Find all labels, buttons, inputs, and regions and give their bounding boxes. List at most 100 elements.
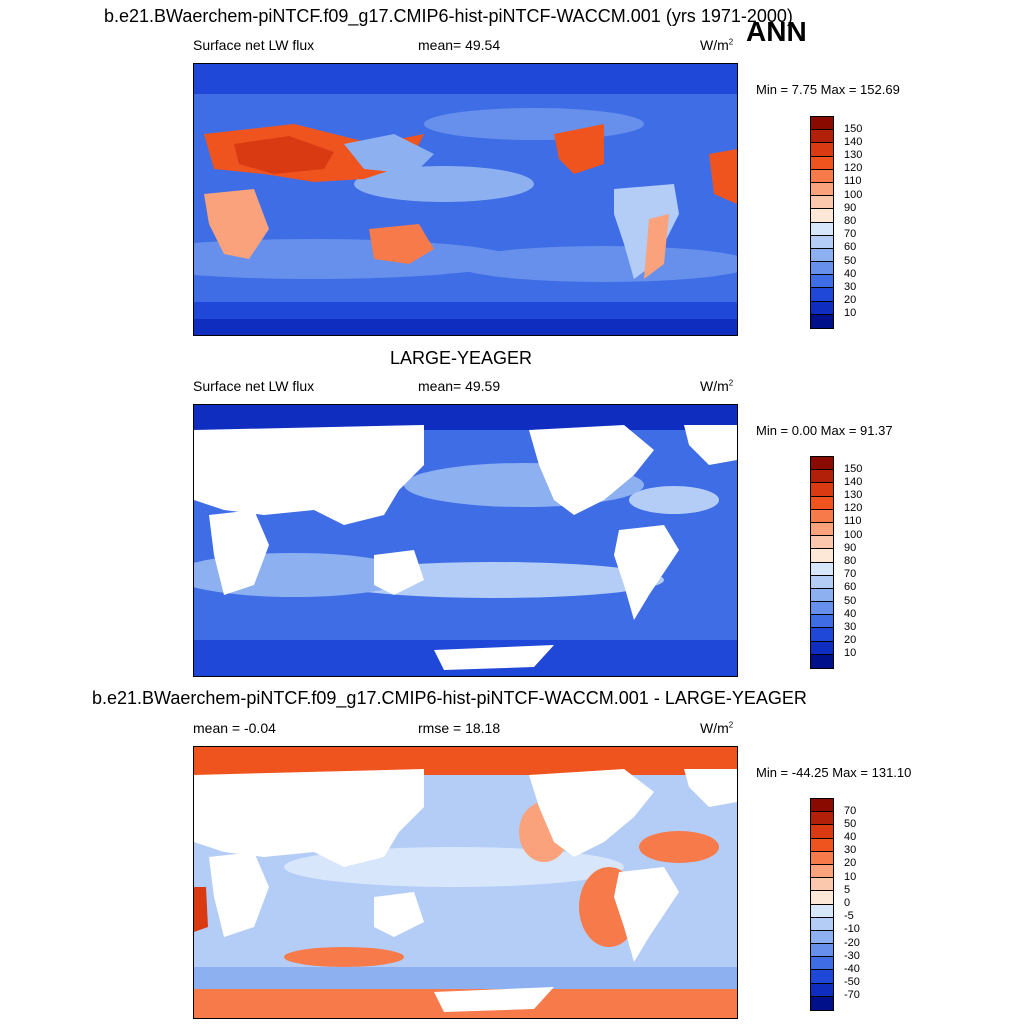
colorbar-tick-label: -70 [844,989,860,1002]
colorbar-tick-label: 120 [844,162,863,175]
colorbar-tick-label: 40 [844,831,857,844]
colorbar-swatch [811,275,833,289]
panel1-title: b.e21.BWaerchem-piNTCF.f09_g17.CMIP6-his… [104,6,793,26]
colorbar-tick-label: 70 [844,568,857,581]
colorbar-tick-label: 20 [844,294,857,307]
colorbar-swatch [811,470,833,484]
colorbar-swatch [811,878,833,892]
colorbar-swatch [811,156,833,170]
colorbar-tick-label: 130 [844,149,863,162]
colorbar-swatch [811,483,833,497]
colorbar-swatch [811,130,833,144]
colorbar-tick-label: 10 [844,647,857,660]
colorbar-tick-label: 50 [844,594,857,607]
colorbar-swatch [811,654,833,668]
colorbar-tick-label: 140 [844,475,863,488]
colorbar-swatch [811,983,833,997]
colorbar-tick-label: 30 [844,620,857,633]
colorbar-tick-label: 150 [844,462,863,475]
colorbar-swatch [811,143,833,157]
colorbar-swatch [811,196,833,210]
colorbar-tick-label: 70 [844,228,857,241]
colorbar-tick-label: 90 [844,541,857,554]
colorbar-tick-label: 10 [844,870,857,883]
colorbar-swatch [811,641,833,655]
panel1-units-label: W/m2 [700,37,734,53]
colorbar-swatch [811,588,833,603]
colorbar-swatch [811,891,833,905]
colorbar-swatch [811,522,833,537]
colorbar-tick-label: 110 [844,515,862,528]
panel3-colorbar [810,798,834,1011]
panel2-mean-label: mean= 49.59 [418,378,501,394]
panel2-title: LARGE-YEAGER [390,348,533,368]
colorbar-swatch [811,799,833,813]
colorbar-tick-label: 100 [844,528,863,541]
colorbar-swatch [811,812,833,826]
colorbar-swatch [811,209,833,223]
colorbar-swatch [811,864,833,879]
colorbar-tick-label: 150 [844,122,863,135]
colorbar-tick-label: 60 [844,241,857,254]
colorbar-swatch [811,904,833,918]
colorbar-tick-label: 5 [844,883,851,896]
colorbar-swatch [811,851,833,865]
colorbar-swatch [811,314,833,328]
panel2-variable-label: Surface net LW flux [193,378,315,394]
colorbar-tick-label: 110 [844,175,862,188]
colorbar-tick-label: 100 [844,188,863,201]
colorbar-swatch [811,615,833,629]
colorbar-tick-label: 120 [844,502,863,515]
panel1-minmax: Min = 7.75 Max = 152.69 [756,82,900,97]
colorbar-swatch [811,182,833,197]
colorbar-tick-label: 30 [844,844,857,857]
colorbar-swatch [811,628,833,642]
colorbar-tick-label: 50 [844,254,857,267]
colorbar-swatch [811,169,833,183]
colorbar-swatch [811,825,833,839]
panel3-minmax: Min = -44.25 Max = 131.10 [756,765,912,780]
panel3-map [193,746,738,1019]
colorbar-swatch [811,602,833,616]
panel1-mean-label: mean= 49.54 [418,37,501,53]
colorbar-swatch [811,838,833,852]
colorbar-swatch [811,549,833,563]
colorbar-tick-label: -5 [844,910,854,923]
colorbar-swatch [811,222,833,236]
colorbar-tick-label: -50 [844,976,860,989]
panel2-minmax: Min = 0.00 Max = 91.37 [756,423,893,438]
colorbar-tick-label: 60 [844,581,857,594]
colorbar-tick-label: -10 [844,923,860,936]
colorbar-swatch [811,509,833,523]
colorbar-tick-label: 90 [844,201,857,214]
colorbar-swatch [811,930,833,945]
colorbar-swatch [811,970,833,984]
colorbar-swatch [811,288,833,302]
colorbar-tick-label: 20 [844,634,857,647]
colorbar-swatch [811,235,833,249]
panel2-units-label: W/m2 [700,378,734,394]
colorbar-swatch [811,248,833,263]
colorbar-swatch [811,575,833,589]
colorbar-swatch [811,457,833,471]
colorbar-tick-label: -40 [844,962,860,975]
panel3-title: b.e21.BWaerchem-piNTCF.f09_g17.CMIP6-his… [92,688,807,708]
colorbar-swatch [811,957,833,971]
colorbar-swatch [811,496,833,510]
panel3-units-label: W/m2 [700,720,734,736]
colorbar-tick-label: 10 [844,307,857,320]
colorbar-tick-label: 20 [844,857,857,870]
colorbar-tick-label: 40 [844,607,857,620]
panel3-rmse-label: rmse = 18.18 [418,720,501,736]
panel1-colorbar [810,116,834,329]
panel2-map [193,404,738,677]
colorbar-tick-label: 30 [844,280,857,293]
colorbar-swatch [811,996,833,1010]
colorbar-swatch [811,944,833,958]
panel1-map [193,63,738,336]
colorbar-swatch [811,301,833,315]
colorbar-tick-label: 70 [844,804,857,817]
panel3-mean-label: mean = -0.04 [193,720,276,736]
colorbar-swatch [811,917,833,931]
panel1-variable-label: Surface net LW flux [193,37,315,53]
